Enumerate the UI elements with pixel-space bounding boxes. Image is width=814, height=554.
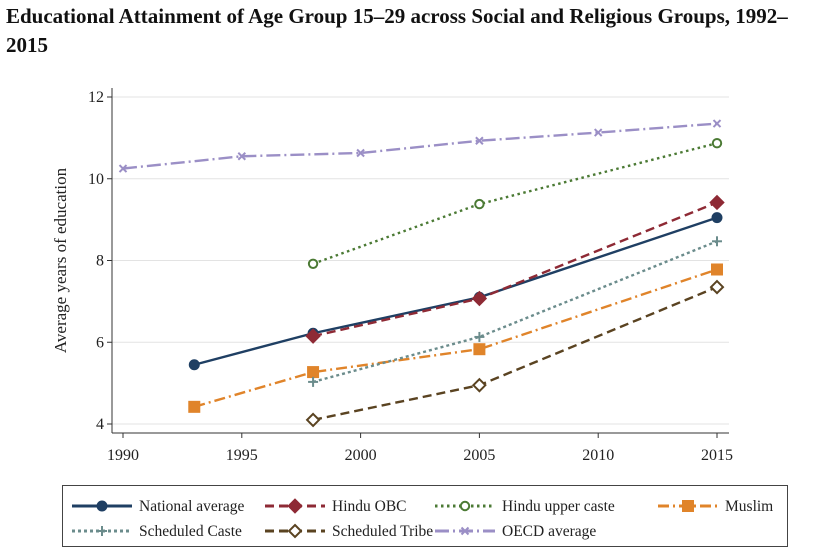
legend-label: OECD average: [502, 523, 596, 540]
marker: [287, 498, 303, 514]
x-tick-label: 1990: [107, 447, 139, 464]
marker: [460, 526, 470, 536]
axes: 4 6 8 10 12 1990 1995 2000 2005 2010 2015 Average y…: [51, 88, 733, 464]
x-tick-label: 2015: [701, 447, 733, 464]
series-hindu-obc: [305, 194, 725, 344]
marker: [471, 377, 487, 393]
marker: [711, 137, 723, 149]
series-line: [312, 285, 718, 422]
marker: [593, 128, 603, 137]
x-tick-label: 1995: [226, 447, 258, 464]
series-group: [118, 119, 725, 428]
marker-stroke: [356, 148, 365, 158]
legend-label: Scheduled Tribe: [332, 523, 433, 540]
legend-label: Scheduled Caste: [139, 523, 242, 540]
marker-stroke: [118, 164, 128, 173]
series-scheduled-caste: [308, 236, 722, 387]
marker-stroke: [712, 119, 722, 128]
marker: [711, 263, 723, 276]
marker: [474, 331, 485, 342]
series-hindu-upper-caste: [307, 137, 723, 269]
legend-item: Muslim: [658, 498, 773, 515]
marker-stroke: [593, 128, 603, 137]
x-tick-label: 2000: [345, 447, 377, 464]
legend-item: Hindu upper caste: [435, 498, 615, 515]
series-national-average: [188, 212, 723, 371]
legend-item: Scheduled Caste: [72, 523, 242, 540]
marker: [307, 366, 320, 379]
series-line: [312, 201, 718, 338]
y-tick-label: 6: [96, 334, 104, 351]
marker-stroke: [460, 526, 470, 536]
marker: [118, 164, 128, 173]
series-line: [193, 268, 718, 408]
y-axis-label: Average years of education: [51, 167, 70, 353]
series-line: [122, 122, 718, 170]
marker: [96, 500, 108, 512]
x-tick-label: 2010: [582, 447, 614, 464]
legend-label: National average: [139, 498, 245, 515]
chart-title: Educational Attainment of Age Group 15–2…: [6, 4, 788, 57]
marker: [188, 400, 201, 413]
marker: [307, 258, 319, 269]
y-tick-label: 4: [96, 416, 104, 433]
marker: [711, 212, 723, 224]
legend-label: Hindu OBC: [332, 498, 407, 515]
marker-stroke: [475, 136, 484, 145]
series-line: [193, 216, 718, 366]
marker: [188, 359, 200, 371]
legend-item: OECD average: [435, 523, 596, 540]
marker: [305, 328, 321, 344]
marker: [356, 148, 365, 158]
gridlines: [112, 96, 729, 425]
marker: [287, 523, 303, 539]
marker: [473, 343, 486, 356]
series-muslim: [188, 263, 723, 413]
marker: [97, 526, 107, 536]
marker-stroke: [237, 152, 247, 161]
marker: [712, 119, 722, 128]
y-tick-label: 12: [88, 89, 104, 106]
x-tick-label: 2005: [463, 447, 495, 464]
legend-label: Hindu upper caste: [502, 498, 615, 515]
legend-item: Hindu OBC: [265, 498, 407, 515]
legend-item: Scheduled Tribe: [265, 523, 433, 540]
legend-item: National average: [72, 498, 245, 515]
legend-label: Muslim: [725, 498, 773, 515]
marker: [237, 152, 247, 161]
series-scheduled-tribe: [305, 279, 725, 428]
marker: [682, 500, 694, 512]
marker: [305, 412, 321, 428]
y-tick-label: 8: [96, 253, 104, 270]
legend: National average Hindu OBC Hindu upper cas…: [72, 498, 773, 540]
legend-frame: [62, 485, 788, 547]
marker: [459, 500, 471, 512]
series-line: [312, 142, 718, 265]
marker: [475, 136, 484, 145]
marker: [474, 198, 485, 210]
marker: [471, 290, 488, 307]
marker: [709, 194, 725, 211]
marker: [712, 236, 722, 247]
series-line: [312, 240, 718, 384]
y-tick-label: 10: [88, 171, 104, 188]
series-oecd-average: [118, 119, 722, 173]
marker: [308, 376, 319, 387]
marker: [709, 279, 725, 295]
